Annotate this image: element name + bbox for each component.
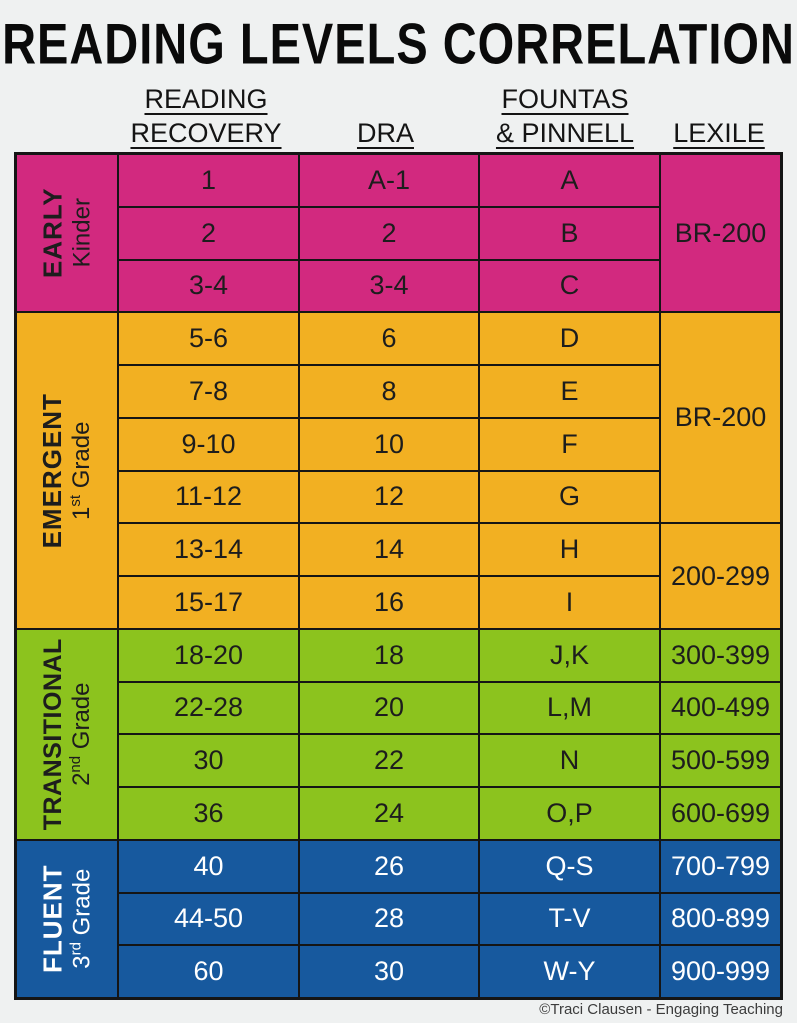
section-grade: 1st Grade: [67, 421, 96, 520]
rr-cell: 40: [119, 840, 298, 892]
fp-cell: O,P: [480, 788, 659, 839]
dra-cell: 28: [300, 893, 478, 945]
correlation-table: EARLY Kinder 1 A-1 A BR-200 2 2 B 3-4 3-…: [14, 152, 783, 1000]
fp-cell: L,M: [480, 682, 659, 734]
lexile-cell: 900-999: [661, 946, 780, 997]
dra-cell: 18: [300, 629, 478, 681]
fp-cell: B: [480, 207, 659, 259]
rr-cell: 22-28: [119, 682, 298, 734]
rr-cell: 60: [119, 946, 298, 997]
section-label-transitional: TRANSITIONAL 2nd Grade: [17, 629, 117, 839]
grade-word: Grade: [68, 421, 96, 495]
rr-cell: 30: [119, 735, 298, 786]
section-label-early-text: EARLY Kinder: [37, 187, 96, 279]
lexile-cell: 700-799: [661, 840, 780, 892]
lexile-cell: 200-299: [661, 524, 780, 628]
dra-cell: 8: [300, 366, 478, 417]
dra-cell: 10: [300, 418, 478, 470]
column-header-fountas-line1: FOUNTAS: [501, 84, 629, 114]
lexile-cell: 300-399: [661, 629, 780, 681]
section-label-emergent-text: EMERGENT 1st Grade: [37, 392, 96, 549]
grade-word: Grade: [68, 868, 96, 943]
section-grade: Kinder: [68, 198, 96, 268]
fp-cell: E: [480, 366, 659, 417]
dra-cell: 2: [300, 207, 478, 259]
grade-num: 2: [68, 772, 96, 786]
grade-word: Grade: [68, 682, 96, 756]
fp-cell: G: [480, 471, 659, 523]
section-label-fluent-text: FLUENT 3rd Grade: [37, 864, 96, 974]
rr-cell: 7-8: [119, 366, 298, 417]
rr-cell: 18-20: [119, 629, 298, 681]
section-level: EARLY: [37, 187, 68, 279]
grade-num: 3: [68, 955, 96, 969]
column-header-lexile-label: LEXILE: [673, 118, 765, 148]
copyright-footer: ©Traci Clausen - Engaging Teaching: [539, 1001, 783, 1018]
rr-cell: 11-12: [119, 471, 298, 523]
grade-suffix: rd: [67, 942, 85, 956]
lexile-cell: 600-699: [661, 788, 780, 839]
dra-cell: 6: [300, 313, 478, 364]
section-grade: 3rd Grade: [67, 868, 96, 969]
column-header-reading-recovery: READING RECOVERY: [116, 82, 296, 150]
grade-num: 1: [68, 506, 96, 520]
dra-cell: 22: [300, 735, 478, 786]
fp-cell: T-V: [480, 893, 659, 945]
column-header-fountas-pinnell: FOUNTAS & PINNELL: [475, 82, 655, 150]
section-label-transitional-text: TRANSITIONAL 2nd Grade: [38, 638, 96, 831]
rr-cell: 13-14: [119, 524, 298, 575]
dra-cell: 24: [300, 788, 478, 839]
column-header-dra-label: DRA: [356, 118, 414, 148]
column-header-lexile: LEXILE: [655, 116, 783, 150]
column-header-reading-recovery-line1: READING: [144, 84, 268, 114]
dra-cell: 26: [300, 840, 478, 892]
section-level: TRANSITIONAL: [38, 638, 67, 831]
column-header-fountas-line2: & PINNELL: [495, 118, 635, 148]
section-grade: 2nd Grade: [67, 682, 96, 786]
rr-cell: 9-10: [119, 418, 298, 470]
section-level: EMERGENT: [37, 392, 68, 549]
column-header-reading-recovery-line2: RECOVERY: [130, 118, 282, 148]
lexile-cell: 800-899: [661, 893, 780, 945]
dra-cell: A-1: [300, 155, 478, 206]
fp-cell: W-Y: [480, 946, 659, 997]
section-level: FLUENT: [37, 864, 68, 974]
fp-cell: F: [480, 418, 659, 470]
fp-cell: A: [480, 155, 659, 206]
rr-cell: 2: [119, 207, 298, 259]
lexile-cell: 500-599: [661, 735, 780, 786]
grade-num: Kinder: [68, 198, 96, 268]
column-header-dra: DRA: [296, 116, 475, 150]
section-label-early: EARLY Kinder: [17, 155, 117, 312]
section-label-fluent: FLUENT 3rd Grade: [17, 840, 117, 997]
fp-cell: N: [480, 735, 659, 786]
fp-cell: I: [480, 577, 659, 628]
lexile-cell: BR-200: [661, 155, 780, 312]
rr-cell: 36: [119, 788, 298, 839]
rr-cell: 44-50: [119, 893, 298, 945]
dra-cell: 3-4: [300, 260, 478, 312]
grade-suffix: nd: [67, 755, 85, 773]
dra-cell: 30: [300, 946, 478, 997]
rr-cell: 15-17: [119, 577, 298, 628]
fp-cell: J,K: [480, 629, 659, 681]
rr-cell: 3-4: [119, 260, 298, 312]
fp-cell: C: [480, 260, 659, 312]
fp-cell: H: [480, 524, 659, 575]
fp-cell: D: [480, 313, 659, 364]
rr-cell: 5-6: [119, 313, 298, 364]
lexile-cell: 400-499: [661, 682, 780, 734]
dra-cell: 16: [300, 577, 478, 628]
fp-cell: Q-S: [480, 840, 659, 892]
rr-cell: 1: [119, 155, 298, 206]
lexile-cell: BR-200: [661, 313, 780, 523]
section-label-emergent: EMERGENT 1st Grade: [17, 313, 117, 628]
dra-cell: 20: [300, 682, 478, 734]
dra-cell: 14: [300, 524, 478, 575]
page-title: READING LEVELS CORRELATION: [2, 11, 795, 76]
dra-cell: 12: [300, 471, 478, 523]
grade-suffix: st: [67, 494, 85, 507]
column-headers: READING RECOVERY DRA FOUNTAS & PINNELL L…: [14, 76, 783, 152]
